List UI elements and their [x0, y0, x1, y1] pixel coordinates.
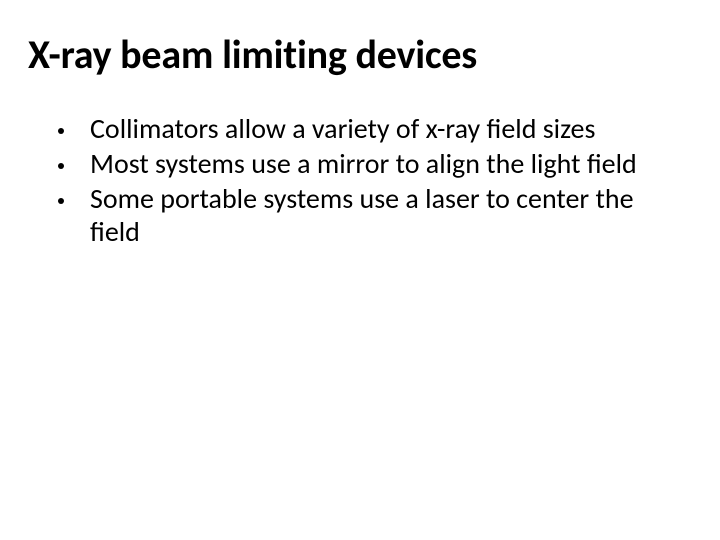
list-item: Most systems use a mirror to align the l…	[58, 147, 680, 180]
bullet-icon	[58, 163, 64, 169]
bullet-text: Collimators allow a variety of x-ray fie…	[90, 112, 595, 145]
list-item: Some portable systems use a laser to cen…	[58, 182, 680, 248]
bullet-icon	[58, 198, 64, 204]
list-item: Collimators allow a variety of x-ray fie…	[58, 112, 680, 145]
bullet-text: Some portable systems use a laser to cen…	[90, 182, 650, 248]
slide-title: X-ray beam limiting devices	[28, 30, 477, 79]
slide: X-ray beam limiting devices Collimators …	[0, 0, 720, 540]
bullet-icon	[58, 128, 64, 134]
bullet-list: Collimators allow a variety of x-ray fie…	[58, 112, 680, 250]
bullet-text: Most systems use a mirror to align the l…	[90, 147, 637, 180]
